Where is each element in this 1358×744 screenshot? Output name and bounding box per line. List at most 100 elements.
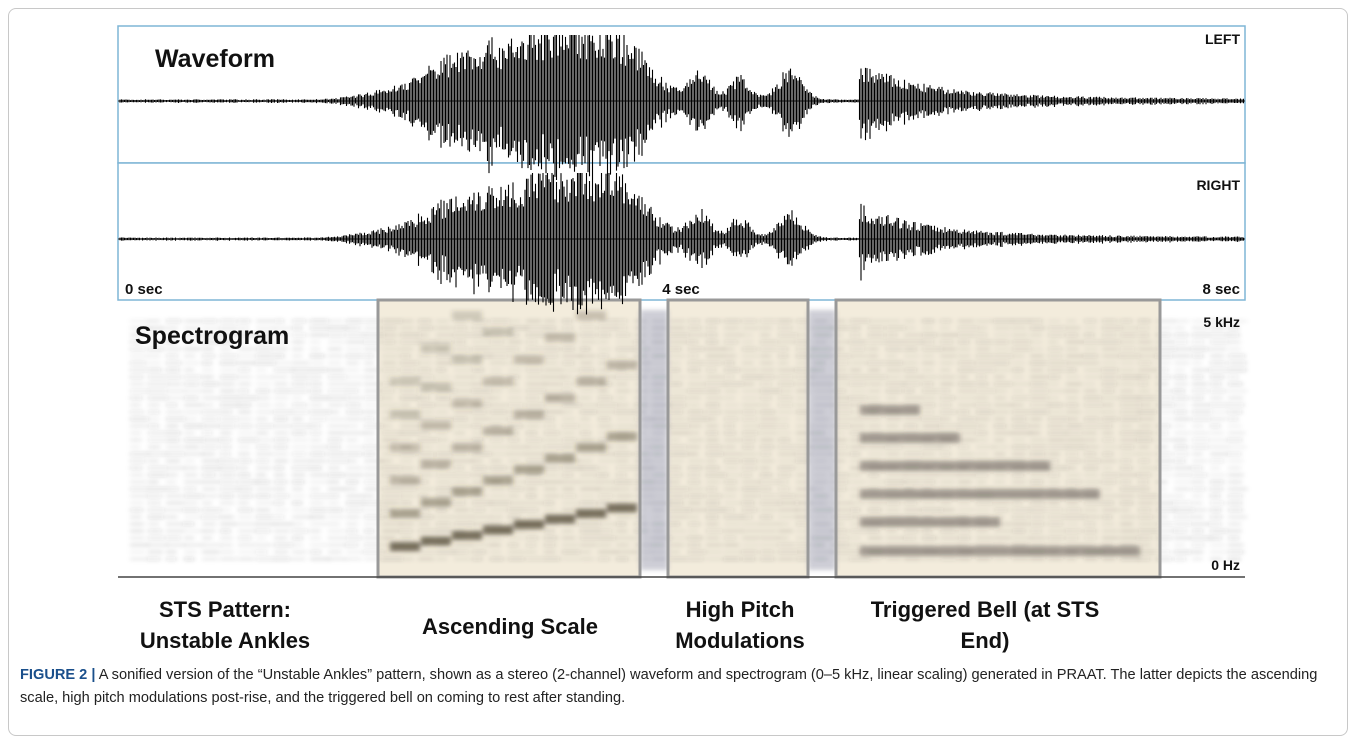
spectral-energy <box>580 537 598 539</box>
spectral-energy <box>1048 348 1062 350</box>
spectral-energy <box>994 411 1009 413</box>
spectral-energy <box>724 404 739 406</box>
spectral-energy <box>742 558 756 560</box>
spectral-energy <box>490 460 502 462</box>
spectral-energy <box>598 551 617 553</box>
spectral-energy <box>148 495 162 497</box>
spectral-energy <box>706 446 722 448</box>
spectral-energy <box>724 355 736 357</box>
spectral-energy <box>940 397 956 399</box>
spectral-energy <box>382 502 399 504</box>
spectral-energy <box>310 425 321 427</box>
spectral-energy <box>148 530 162 532</box>
spectral-energy <box>940 390 950 392</box>
spectral-energy <box>310 397 328 399</box>
spectral-energy <box>184 355 195 357</box>
spectral-energy <box>256 460 269 462</box>
spectral-energy <box>922 334 937 336</box>
spectral-energy <box>346 537 362 539</box>
spectral-energy <box>292 544 303 546</box>
spectral-energy <box>1030 516 1044 518</box>
spectral-energy <box>958 383 975 385</box>
spectral-energy <box>328 481 339 483</box>
spectral-energy <box>616 334 630 336</box>
spectral-energy <box>1228 551 1244 553</box>
spectral-energy <box>688 537 702 539</box>
spectral-energy <box>1102 446 1118 448</box>
spectral-energy <box>598 530 613 532</box>
spectral-energy <box>958 509 975 511</box>
spectral-energy <box>1102 460 1116 462</box>
spectral-energy <box>688 348 705 350</box>
spectral-energy <box>760 362 773 364</box>
spectral-energy <box>706 411 721 413</box>
spectral-energy <box>706 327 716 329</box>
spectral-energy <box>1048 481 1060 483</box>
spectral-energy <box>922 418 940 420</box>
spectral-energy <box>274 537 287 539</box>
spectral-energy <box>778 467 794 469</box>
annotations: STS Pattern:Unstable AnklesAscending Sca… <box>140 597 1099 653</box>
spectral-energy <box>130 390 149 392</box>
spectral-energy <box>1048 502 1060 504</box>
spectral-energy <box>454 432 465 434</box>
spectral-energy <box>148 488 167 490</box>
spectral-energy <box>616 474 627 476</box>
spectral-energy <box>904 376 923 378</box>
spectral-energy <box>454 418 468 420</box>
spectral-energy <box>310 334 327 336</box>
spectral-energy <box>310 488 320 490</box>
spectral-energy <box>886 474 906 476</box>
spectral-energy <box>922 320 934 322</box>
spectral-energy <box>148 474 166 476</box>
spectral-energy <box>220 537 233 539</box>
spectral-energy <box>670 467 681 469</box>
spectral-energy <box>184 418 197 420</box>
spectral-energy <box>958 446 969 448</box>
annotation: Unstable Ankles <box>140 628 310 653</box>
spectral-energy <box>670 334 688 336</box>
spectral-energy <box>1120 502 1133 504</box>
spectral-energy <box>184 425 203 427</box>
spectral-energy <box>1228 481 1242 483</box>
spectral-energy <box>544 474 559 476</box>
spectral-energy <box>1012 516 1028 518</box>
spectral-energy <box>238 376 252 378</box>
spectral-energy <box>202 474 216 476</box>
spectral-energy <box>292 320 307 322</box>
spectral-energy <box>472 551 486 553</box>
spectral-energy <box>742 341 754 343</box>
spectral-energy <box>850 327 860 329</box>
spectral-energy <box>1174 439 1187 441</box>
spectral-energy <box>292 551 307 553</box>
spectral-energy <box>454 523 473 525</box>
spectral-energy <box>1192 481 1204 483</box>
spectral-energy <box>976 355 994 357</box>
spectral-energy <box>238 362 257 364</box>
spectral-energy <box>778 327 792 329</box>
spectral-energy <box>202 551 219 553</box>
spectral-energy <box>130 460 146 462</box>
spectral-energy <box>1192 446 1209 448</box>
spectral-energy <box>742 362 754 364</box>
spectral-energy <box>886 348 903 350</box>
spectral-energy <box>328 558 347 560</box>
spectral-energy <box>886 537 906 539</box>
spectral-energy <box>130 383 145 385</box>
spectral-energy <box>670 418 686 420</box>
spectral-energy <box>256 558 275 560</box>
spectral-energy <box>220 495 234 497</box>
spectral-energy <box>724 397 735 399</box>
spectral-energy <box>1174 495 1184 497</box>
spectral-energy <box>256 355 274 357</box>
spectral-energy <box>724 369 740 371</box>
spectral-energy <box>526 481 544 483</box>
spectral-energy <box>526 369 542 371</box>
spectral-energy <box>220 523 237 525</box>
spectral-energy <box>310 509 327 511</box>
spectral-energy <box>166 481 176 483</box>
spectral-energy <box>850 411 860 413</box>
spectral-energy <box>490 516 503 518</box>
spectral-energy <box>436 474 455 476</box>
spectral-energy <box>436 376 450 378</box>
